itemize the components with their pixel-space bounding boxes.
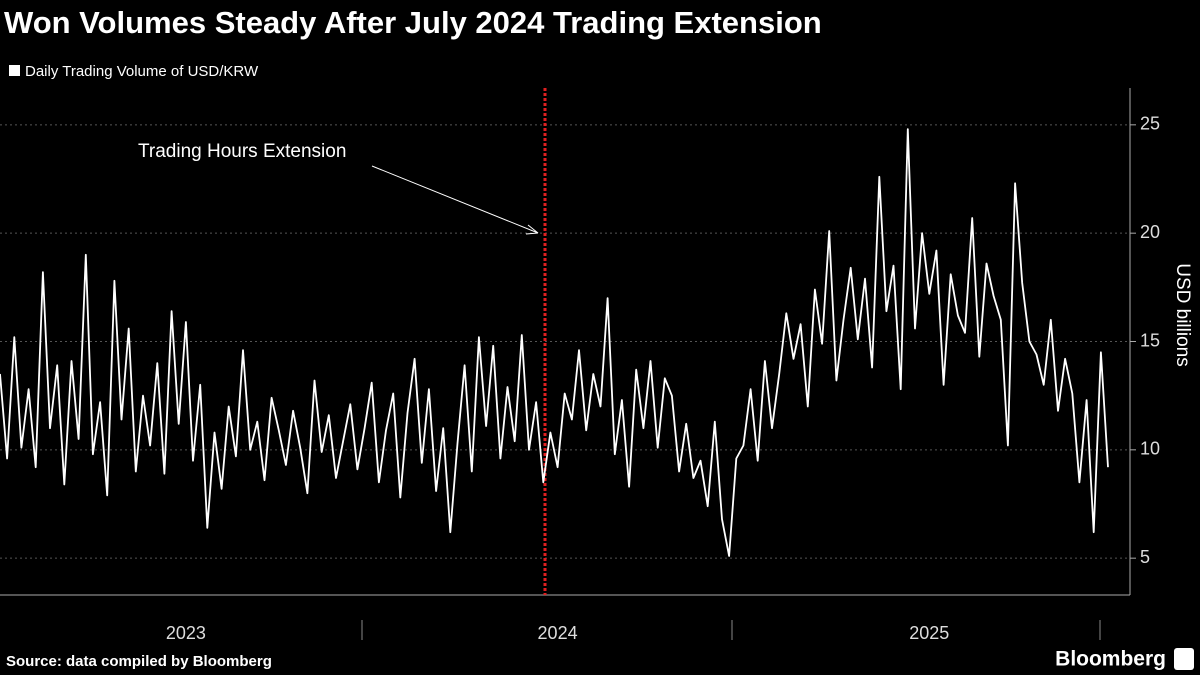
y-tick-label: 15 (1140, 330, 1160, 350)
y-tick-label: 25 (1140, 114, 1160, 134)
y-axis-title: USD billions (1172, 263, 1193, 366)
y-tick-label: 10 (1140, 439, 1160, 459)
chart-title: Won Volumes Steady After July 2024 Tradi… (4, 5, 822, 40)
y-tick-label: 5 (1140, 547, 1150, 567)
x-tick-label: 2023 (166, 623, 206, 643)
brand: Bloomberg (1055, 648, 1166, 671)
x-tick-label: 2025 (909, 623, 949, 643)
series-line (0, 128, 1109, 557)
legend-label: Daily Trading Volume of USD/KRW (25, 63, 259, 80)
source: Source: data compiled by Bloomberg (6, 653, 272, 670)
x-tick-label: 2024 (538, 623, 578, 643)
y-tick-label: 20 (1140, 222, 1160, 242)
legend-swatch (9, 65, 20, 76)
annotation: Trading Hours Extension (138, 141, 346, 162)
annotation-arrow (371, 165, 539, 234)
brand-icon (1174, 648, 1194, 670)
arrow-head (525, 224, 539, 235)
